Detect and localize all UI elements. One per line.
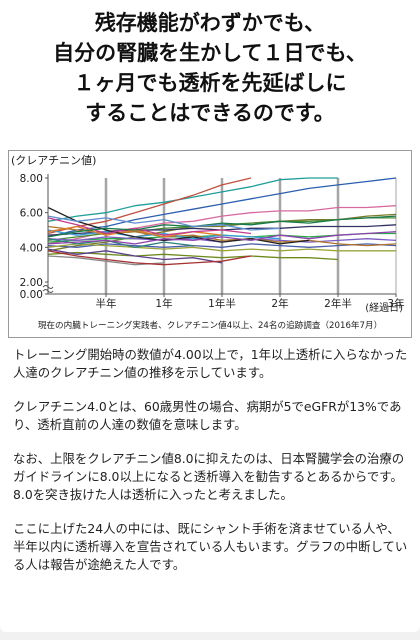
chart-note: 現在の内臓トレーニング実践者、クレアチニン値4以上、24名の追跡調査（2016年… bbox=[38, 319, 382, 331]
series-line bbox=[47, 217, 252, 236]
creatinine-chart: 0.00 2.00 4.00 6.00 8.00 半年 1年 1年半 2年 2年半 3年 (クレアチ… bbox=[8, 150, 412, 338]
axis-break-mark bbox=[42, 289, 54, 293]
series-line bbox=[47, 243, 397, 248]
series-line bbox=[47, 251, 339, 261]
description: トレーニング開始時の数値が4.00以上で，1年以上透析に入らなかった人達のクレア… bbox=[13, 346, 411, 590]
headline-line-2: 自分の腎臓を生かして１日でも、 bbox=[53, 41, 367, 65]
x-tick-label: 3年 bbox=[387, 297, 404, 310]
y-tick-label: 4.00 bbox=[20, 242, 43, 254]
series-layer bbox=[47, 177, 397, 266]
paragraph-3: なお、上限をクレアチニン値8.0に抑えたのは、日本腎臓学会の治療のガイドラインに… bbox=[13, 451, 405, 502]
grid-layer bbox=[104, 178, 397, 294]
series-line bbox=[47, 177, 397, 238]
y-tick-label: 8.00 bbox=[20, 173, 43, 185]
series-line bbox=[47, 248, 223, 264]
headline-line-4: することはできるのです。 bbox=[85, 101, 335, 125]
y-tick-label: 0.00 bbox=[20, 289, 43, 301]
series-line bbox=[47, 215, 281, 231]
headline: 残存機能がわずかでも、 自分の腎臓を生かして１日でも、 １ヶ月でも透析を先延ばし… bbox=[0, 8, 420, 128]
series-line bbox=[47, 177, 338, 222]
y-tick-label: 6.00 bbox=[20, 208, 43, 220]
x-tick-label: 2年半 bbox=[324, 297, 352, 310]
x-tick-label: 2年 bbox=[271, 297, 288, 310]
paragraph-2: クレアチニン4.0とは、60歳男性の場合、病期が5でeGFRが13%であり、透析… bbox=[13, 399, 402, 432]
series-line bbox=[47, 243, 396, 252]
axis-break-mark bbox=[42, 285, 54, 289]
paragraph-1: トレーニング開始時の数値が4.00以上で，1年以上透析に入らなかった人達のクレア… bbox=[13, 347, 408, 380]
x-tick-label: 半年 bbox=[96, 297, 117, 310]
x-tick-label: 1年半 bbox=[208, 297, 236, 310]
axis-layer: 0.002.00 4.00 6.00 8.00 半年 1年 1年半 2年 2年半 3年 bbox=[20, 173, 405, 310]
series-line bbox=[47, 231, 397, 245]
paragraph-4: ここに上げた24人の中には、既にシャント手術を済ませている人や、半年以内に透析導… bbox=[13, 521, 408, 572]
headline-line-3: １ヶ月でも透析を先延ばしに bbox=[73, 71, 347, 95]
series-line bbox=[47, 250, 252, 266]
series-line bbox=[47, 206, 310, 245]
y-tick-label: 2.00 bbox=[20, 277, 43, 289]
series-line bbox=[47, 229, 281, 240]
x-tick-label: 1年 bbox=[155, 297, 172, 310]
headline-line-1: 残存機能がわずかでも、 bbox=[94, 11, 326, 35]
y-axis-label: (クレアチニン値) bbox=[11, 154, 96, 167]
series-line bbox=[47, 215, 397, 238]
x-axis-label: (経過日) bbox=[365, 301, 403, 314]
chart-svg: 0.002.00 4.00 6.00 8.00 半年 1年 1年半 2年 2年半 3年 (クレアチ… bbox=[8, 150, 412, 338]
